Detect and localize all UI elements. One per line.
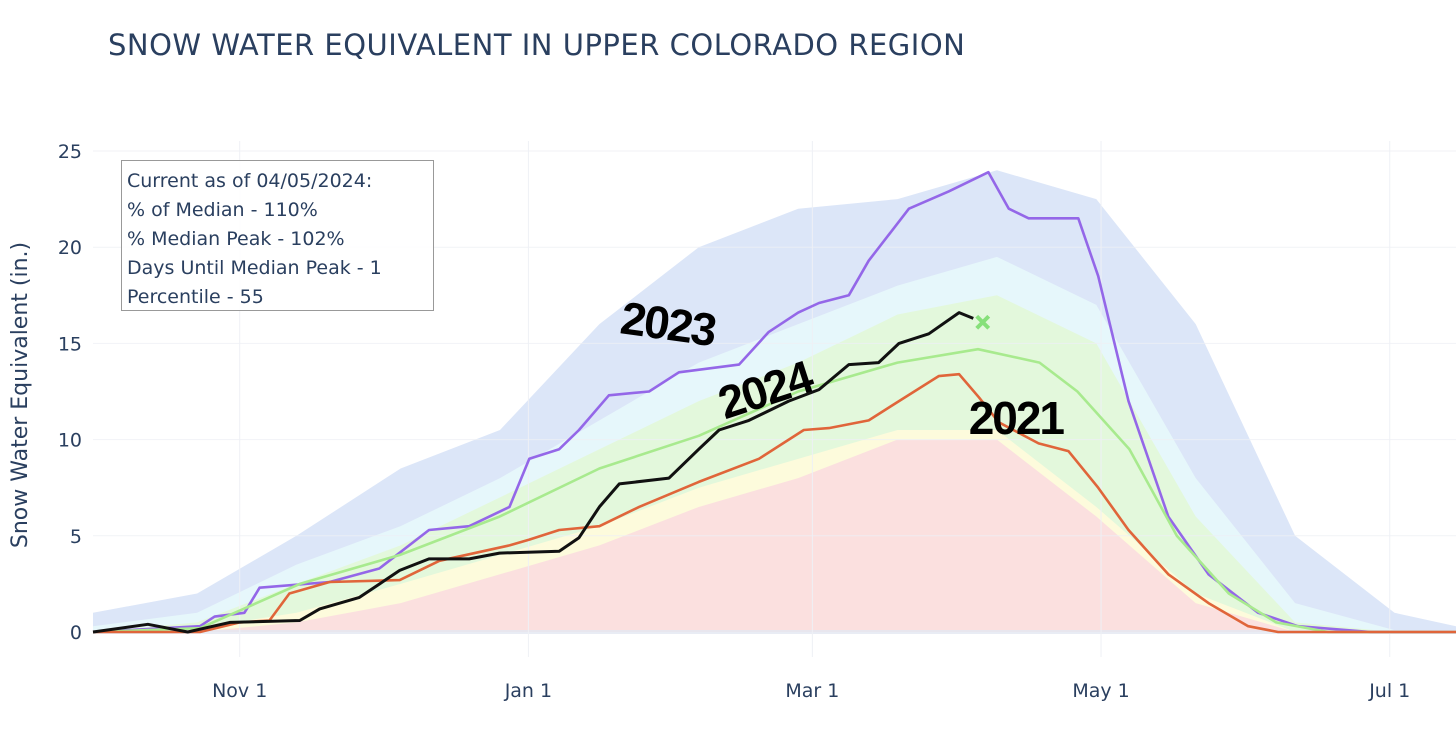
series-line-2024 [92,311,974,634]
info-line: Days Until Median Peak - 1 [127,257,382,279]
info-line: % of Median - 110% [127,199,318,221]
current-status-box: Current as of 04/05/2024: % of Median - … [121,160,434,311]
y-tick-label: 25 [58,141,82,163]
info-line: Percentile - 55 [127,286,264,308]
series-line-median [92,347,1456,634]
x-tick-label: Mar 1 [785,680,839,702]
current-value-marker [975,314,991,330]
info-line: % Median Peak - 102% [127,228,345,250]
x-tick-label: Nov 1 [212,680,267,702]
year-annotation: 2021 [969,392,1065,444]
axis-ticks: 0 5 10 15 20 25 Nov 1 Jan 1 Mar 1 May 1 Jul 1 [58,141,1410,702]
x-tick-label: Jan 1 [504,680,552,702]
y-tick-label: 10 [58,430,82,452]
y-tick-label: 0 [70,622,82,644]
y-tick-label: 15 [58,333,82,355]
series-line-2023 [92,170,1456,634]
x-tick-label: May 1 [1072,680,1129,702]
chart-title: SNOW WATER EQUIVALENT IN UPPER COLORADO … [108,28,966,62]
info-line: Current as of 04/05/2024: [127,170,373,192]
y-tick-label: 5 [70,526,82,548]
x-tick-label: Jul 1 [1368,680,1410,702]
series-line-2021 [93,372,1456,634]
series-lines [92,170,1456,634]
y-tick-label: 20 [58,237,82,259]
y-axis-label: Snow Water Equivalent (in.) [8,242,33,548]
